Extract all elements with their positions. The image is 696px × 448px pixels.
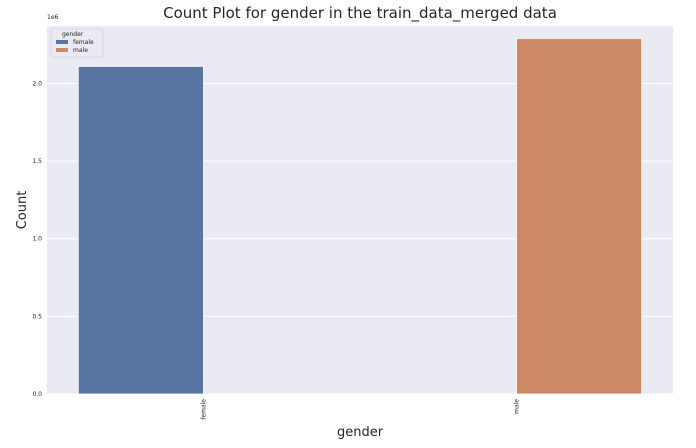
y-tick-label: 1.0 [32, 236, 42, 243]
x-tick-label: female [201, 399, 208, 420]
legend-label-female: female [73, 39, 94, 46]
legend: gender female male [50, 28, 104, 58]
bars [77, 38, 643, 395]
x-axis-label: gender [337, 425, 384, 440]
y-tick-label: 1.5 [32, 158, 42, 165]
y-tick-label: 2.0 [32, 80, 42, 87]
y-tick-labels: 0.0 0.5 1.0 1.5 2.0 [32, 80, 42, 398]
bar-female [77, 65, 204, 395]
y-tick-label: 0.0 [32, 391, 42, 398]
y-tick-label: 0.5 [32, 313, 42, 320]
y-axis-label: Count [15, 191, 30, 230]
bar-male [516, 38, 643, 395]
x-tick-labels: female male [201, 399, 521, 420]
legend-swatch-male [56, 48, 68, 52]
x-tick-label: male [514, 399, 521, 414]
legend-swatch-female [56, 40, 68, 44]
chart-title: Count Plot for gender in the train_data_… [163, 4, 557, 23]
legend-title: gender [62, 31, 84, 38]
legend-label-male: male [73, 47, 88, 54]
y-axis-scale-label: 1e6 [47, 14, 59, 21]
